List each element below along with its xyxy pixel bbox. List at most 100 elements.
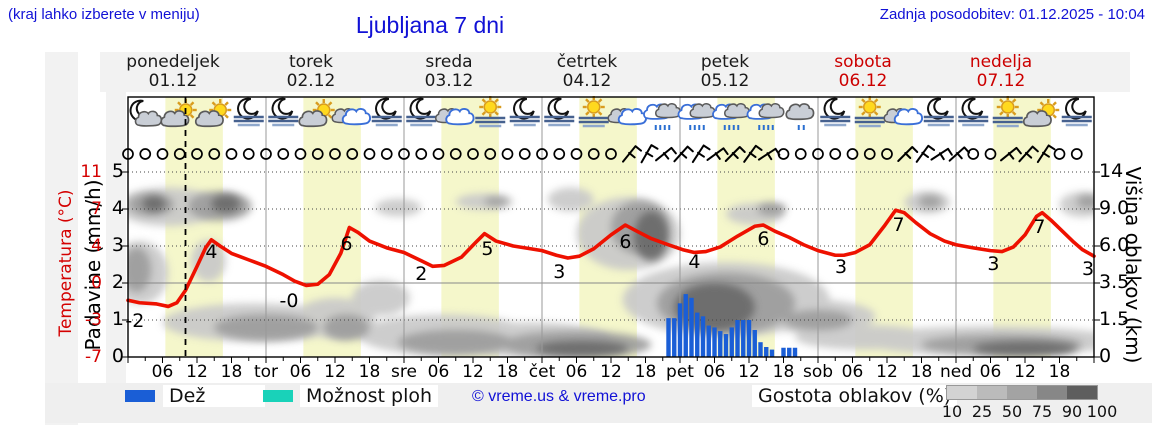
time-tick-sre: sre	[391, 362, 417, 382]
cloud-density-field	[128, 187, 1094, 357]
copyright-link[interactable]: © vreme.us & vreme.pro	[472, 388, 646, 405]
precip-bar	[752, 329, 757, 357]
time-tick-18: 18	[772, 362, 795, 382]
wind-calm-circle	[501, 148, 514, 160]
temp-value-label: 4	[688, 251, 700, 273]
density-segment	[1037, 386, 1067, 399]
time-tick-12: 12	[186, 362, 208, 382]
day-header-četrtek: četrtek 04.12	[556, 52, 618, 91]
precip-bar	[677, 303, 683, 357]
day-header-ponedeljek: ponedeljek 01.12	[126, 52, 220, 91]
wind-calm-circle	[1070, 148, 1083, 160]
weather-icon-moon-fog	[406, 97, 437, 127]
weather-icon-sun-fog	[578, 96, 609, 128]
weather-icon-rain	[712, 103, 750, 130]
wind-calm-circle	[415, 148, 428, 160]
day-header-torek: torek 02.12	[286, 52, 336, 91]
weather-icon-moon-fog	[509, 97, 540, 127]
wind-calm-circle	[1053, 148, 1066, 160]
day-header-strip	[100, 52, 1130, 92]
sun-icon	[996, 96, 1019, 118]
left-axis-strip	[45, 52, 78, 425]
cloud-icon	[298, 110, 328, 128]
precip-bar	[695, 312, 700, 357]
density-segment	[1067, 386, 1097, 399]
time-tick-čet: čet	[528, 362, 556, 382]
precip-bar	[792, 347, 798, 357]
density-tick-25: 25	[971, 402, 993, 421]
precip-bar	[723, 334, 729, 357]
precip-bar	[689, 297, 694, 357]
time-tick-12: 12	[462, 362, 484, 382]
time-tick-06: 06	[427, 362, 450, 382]
temp-value-label: 3	[553, 261, 565, 283]
weather-icon-moon-cloud	[129, 99, 163, 127]
weather-icon-cloud	[607, 108, 647, 126]
cloud-icon	[341, 108, 371, 126]
cloud-icon	[655, 103, 681, 119]
wind-calm-circle	[208, 148, 221, 160]
wind-barb	[706, 147, 729, 161]
day-header-sobota: sobota 06.12	[834, 52, 892, 91]
precip-tick-label: 2	[111, 271, 124, 293]
moon-icon	[375, 97, 397, 120]
cloud-height-tick-label: 14	[1099, 160, 1124, 182]
weather-icon-moon-fog	[923, 97, 954, 127]
time-tick-06: 06	[703, 362, 726, 382]
wind-calm-circle	[605, 148, 617, 160]
precip-bar	[718, 331, 723, 357]
moon-icon	[1065, 97, 1087, 120]
weather-icon-sun-fog	[475, 96, 506, 128]
wind-calm-circle	[553, 148, 566, 160]
wind-calm-circle	[398, 148, 410, 160]
temp-value-label: -2	[125, 310, 144, 332]
temp-tick-label: -3	[85, 310, 102, 330]
wind-calm-circle	[967, 148, 980, 160]
weather-icon-sun-cloud	[298, 99, 335, 128]
wind-calm-circle	[794, 148, 807, 160]
wind-calm-circle	[829, 148, 842, 160]
precip-bar	[729, 327, 734, 357]
time-tick-pet: pet	[666, 362, 694, 382]
precip-bar	[683, 294, 688, 357]
moon-icon	[823, 97, 846, 120]
temp-value-label: 3	[987, 253, 999, 275]
precip-tick-label: 4	[111, 197, 124, 219]
wind-calm-circle	[846, 148, 859, 160]
cloud-height-tick-label: 6.0	[1099, 234, 1130, 256]
weather-icon-rain	[643, 103, 681, 130]
location-menu-hint: (kraj lahko izberete v meniju)	[8, 6, 200, 23]
wind-calm-circle	[984, 148, 997, 160]
wind-barb	[655, 146, 677, 162]
time-tick-12: 12	[1014, 362, 1036, 382]
day-header-petek: petek 05.12	[700, 52, 750, 91]
day-header-nedelja: nedelja 07.12	[969, 52, 1033, 91]
wind-calm-circle	[484, 148, 497, 160]
precip-bar	[781, 347, 786, 357]
time-tick-06: 06	[565, 362, 588, 382]
wind-calm-circle	[536, 148, 548, 160]
density-segment	[947, 386, 977, 399]
wind-calm-circle	[277, 148, 290, 160]
moon-icon	[513, 97, 535, 120]
cloud-icon	[160, 110, 190, 128]
wind-barb	[622, 145, 642, 163]
temperature-curve	[126, 208, 1096, 309]
wind-calm-circle	[432, 148, 445, 160]
temp-tick-label: -7	[85, 347, 102, 367]
precip-bar	[769, 349, 775, 357]
cloud-density-scale	[946, 385, 1098, 400]
daylight-band	[993, 97, 1051, 357]
wind-calm-circle	[329, 148, 341, 160]
weather-icon-sun-fog	[854, 96, 885, 128]
moon-icon	[409, 97, 432, 120]
temp-value-label: 4	[205, 241, 217, 263]
moon-icon	[547, 97, 570, 120]
precip-bar	[735, 320, 740, 357]
weather-icon-moon-fog	[544, 97, 575, 127]
cloud-icon	[617, 108, 647, 126]
weather-icon-moon-fog	[820, 97, 851, 127]
moon-icon	[271, 97, 294, 120]
rain-legend-swatch	[125, 390, 155, 402]
